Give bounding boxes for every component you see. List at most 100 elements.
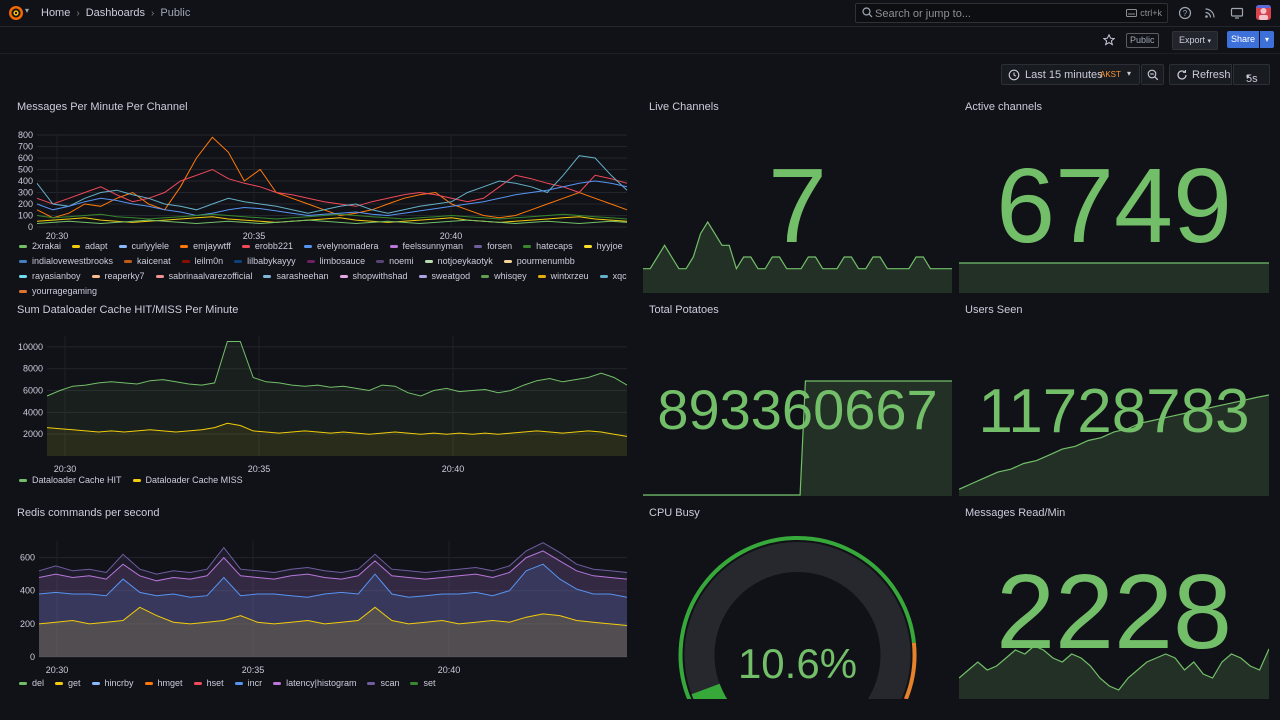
- series-line-erobb221: [36, 168, 628, 207]
- export-button[interactable]: Export ▾: [1172, 31, 1219, 50]
- legend-item[interactable]: incr: [234, 678, 262, 688]
- legend-item[interactable]: sweatgod: [418, 271, 471, 281]
- chevron-down-icon[interactable]: ▾: [25, 6, 30, 15]
- legend-label: xqc: [612, 271, 627, 281]
- legend-swatch: [599, 274, 608, 278]
- legend-swatch: [583, 244, 592, 248]
- series-area-Dataloader-Cache-MISS: [47, 423, 627, 456]
- chevron-down-icon: ▾: [1127, 69, 1132, 78]
- legend-item[interactable]: pourmenumbb: [503, 256, 575, 266]
- series-line-Dataloader-Cache-MISS: [46, 422, 628, 437]
- panel-title: Redis commands per second: [17, 507, 160, 519]
- breadcrumb-home[interactable]: Home: [41, 7, 71, 19]
- legend-item[interactable]: notjoeykaotyk: [424, 256, 493, 266]
- legend-label: sweatgod: [431, 271, 471, 281]
- refresh-button[interactable]: Refresh: [1169, 64, 1232, 85]
- legend-item[interactable]: hyyjoe: [583, 241, 623, 251]
- legend-item[interactable]: 2xrakai: [19, 241, 61, 251]
- legend-item[interactable]: lilbabykayyy: [234, 256, 296, 266]
- legend-item[interactable]: hmget: [144, 678, 183, 688]
- legend-item[interactable]: adapt: [72, 241, 108, 251]
- legend-item[interactable]: feelssunnyman: [389, 241, 463, 251]
- legend-item[interactable]: leilm0n: [181, 256, 223, 266]
- legend-item[interactable]: hatecaps: [523, 241, 573, 251]
- legend-label: latency|histogram: [286, 678, 357, 688]
- legend-item[interactable]: yourragegaming: [19, 286, 97, 296]
- sparkline-area: [643, 381, 952, 496]
- series-line-evelynomadera: [36, 180, 628, 217]
- legend-item[interactable]: forsen: [474, 241, 512, 251]
- legend-label: pourmenumbb: [516, 256, 575, 266]
- legend-item[interactable]: hset: [193, 678, 224, 688]
- legend-swatch: [132, 478, 141, 482]
- y-tick-label: 100: [18, 211, 33, 221]
- legend-item[interactable]: scan: [367, 678, 399, 688]
- series-line-xqc: [36, 155, 628, 214]
- legend-swatch: [273, 681, 282, 685]
- time-range-picker[interactable]: Last 15 minutes AKST ▾: [1001, 64, 1140, 85]
- legend-item[interactable]: Dataloader Cache HIT: [19, 475, 122, 485]
- search-shortcut: ctrl+k: [1140, 8, 1162, 18]
- cpu-busy-value: 10.6%: [737, 640, 858, 687]
- legend-item[interactable]: get: [55, 678, 81, 688]
- legend-item[interactable]: curlyylele: [118, 241, 169, 251]
- legend-item[interactable]: kaicenat: [124, 256, 171, 266]
- legend-item[interactable]: Dataloader Cache MISS: [132, 475, 243, 485]
- legend-item[interactable]: limbosauce: [306, 256, 366, 266]
- legend-item[interactable]: noemi: [376, 256, 414, 266]
- panel-users-seen: Users Seen 11728783: [959, 304, 1269, 496]
- cache-area-chart: 2000 4000 6000 8000 10000 20:30 20:35 20:40: [18, 336, 628, 474]
- legend-item[interactable]: latency|histogram: [273, 678, 356, 688]
- legend-swatch: [241, 244, 250, 248]
- legend-swatch: [124, 259, 133, 263]
- share-button[interactable]: Share: [1227, 31, 1259, 48]
- share-options-chevron-icon[interactable]: ▾: [1260, 31, 1274, 48]
- panel-title: Sum Dataloader Cache HIT/MISS Per Minute: [17, 304, 239, 316]
- legend-item[interactable]: erobb221: [241, 241, 293, 251]
- legend-swatch: [19, 259, 27, 263]
- x-tick-label: 20:35: [248, 464, 271, 474]
- refresh-interval-picker[interactable]: 5s ▾: [1233, 64, 1270, 85]
- legend-label: sarasheehan: [276, 271, 329, 281]
- legend-label: hset: [206, 678, 224, 688]
- export-button-label: Export: [1179, 35, 1206, 45]
- search-input[interactable]: Search or jump to... ctrl+k: [855, 3, 1168, 23]
- legend-item[interactable]: del: [19, 678, 44, 688]
- legend-item[interactable]: xqc: [599, 271, 627, 281]
- legend-item[interactable]: rayasianboy: [19, 271, 81, 281]
- legend-label: forsen: [487, 241, 513, 251]
- star-favorite-icon[interactable]: [1103, 34, 1115, 46]
- legend-swatch: [418, 274, 427, 278]
- legend-item[interactable]: evelynomadera: [303, 241, 379, 251]
- series-area-Dataloader-Cache-HIT: [47, 341, 627, 456]
- legend-item[interactable]: reaperky7: [91, 271, 145, 281]
- chevron-down-icon: ▾: [1246, 74, 1250, 81]
- legend-label: kaicenat: [137, 256, 171, 266]
- legend-swatch: [481, 274, 490, 278]
- legend-label: limbosauce: [319, 256, 366, 266]
- legend-item[interactable]: hincrby: [91, 678, 134, 688]
- y-tick-label: 600: [20, 553, 35, 563]
- legend-swatch: [523, 244, 532, 248]
- help-icon[interactable]: ?: [1178, 6, 1192, 20]
- legend-item[interactable]: shopwithshad: [339, 271, 408, 281]
- legend-item[interactable]: emjaywtff: [180, 241, 231, 251]
- legend-item[interactable]: indialovewestbrooks: [19, 256, 113, 266]
- legend-item[interactable]: sabrinaalvarezofficial: [155, 271, 252, 281]
- redis-legend: del get hincrby hmget hset incr latency|histog…: [19, 678, 629, 688]
- legend-item[interactable]: whisqey: [481, 271, 527, 281]
- grafana-logo-icon[interactable]: [8, 5, 24, 21]
- x-tick-label: 20:40: [438, 665, 461, 675]
- breadcrumb-dashboards[interactable]: Dashboards: [85, 7, 146, 19]
- legend-item[interactable]: wintxrzeu: [537, 271, 589, 281]
- legend-item[interactable]: set: [410, 678, 436, 688]
- legend-item[interactable]: sarasheehan: [263, 271, 329, 281]
- legend-label: scan: [380, 678, 400, 688]
- user-avatar[interactable]: [1256, 5, 1271, 20]
- kiosk-mode-icon[interactable]: [1230, 6, 1244, 20]
- rss-news-icon[interactable]: [1203, 6, 1217, 20]
- y-tick-label: 200: [18, 199, 33, 209]
- zoom-out-button[interactable]: [1141, 64, 1164, 85]
- series-line-incr: [38, 563, 628, 598]
